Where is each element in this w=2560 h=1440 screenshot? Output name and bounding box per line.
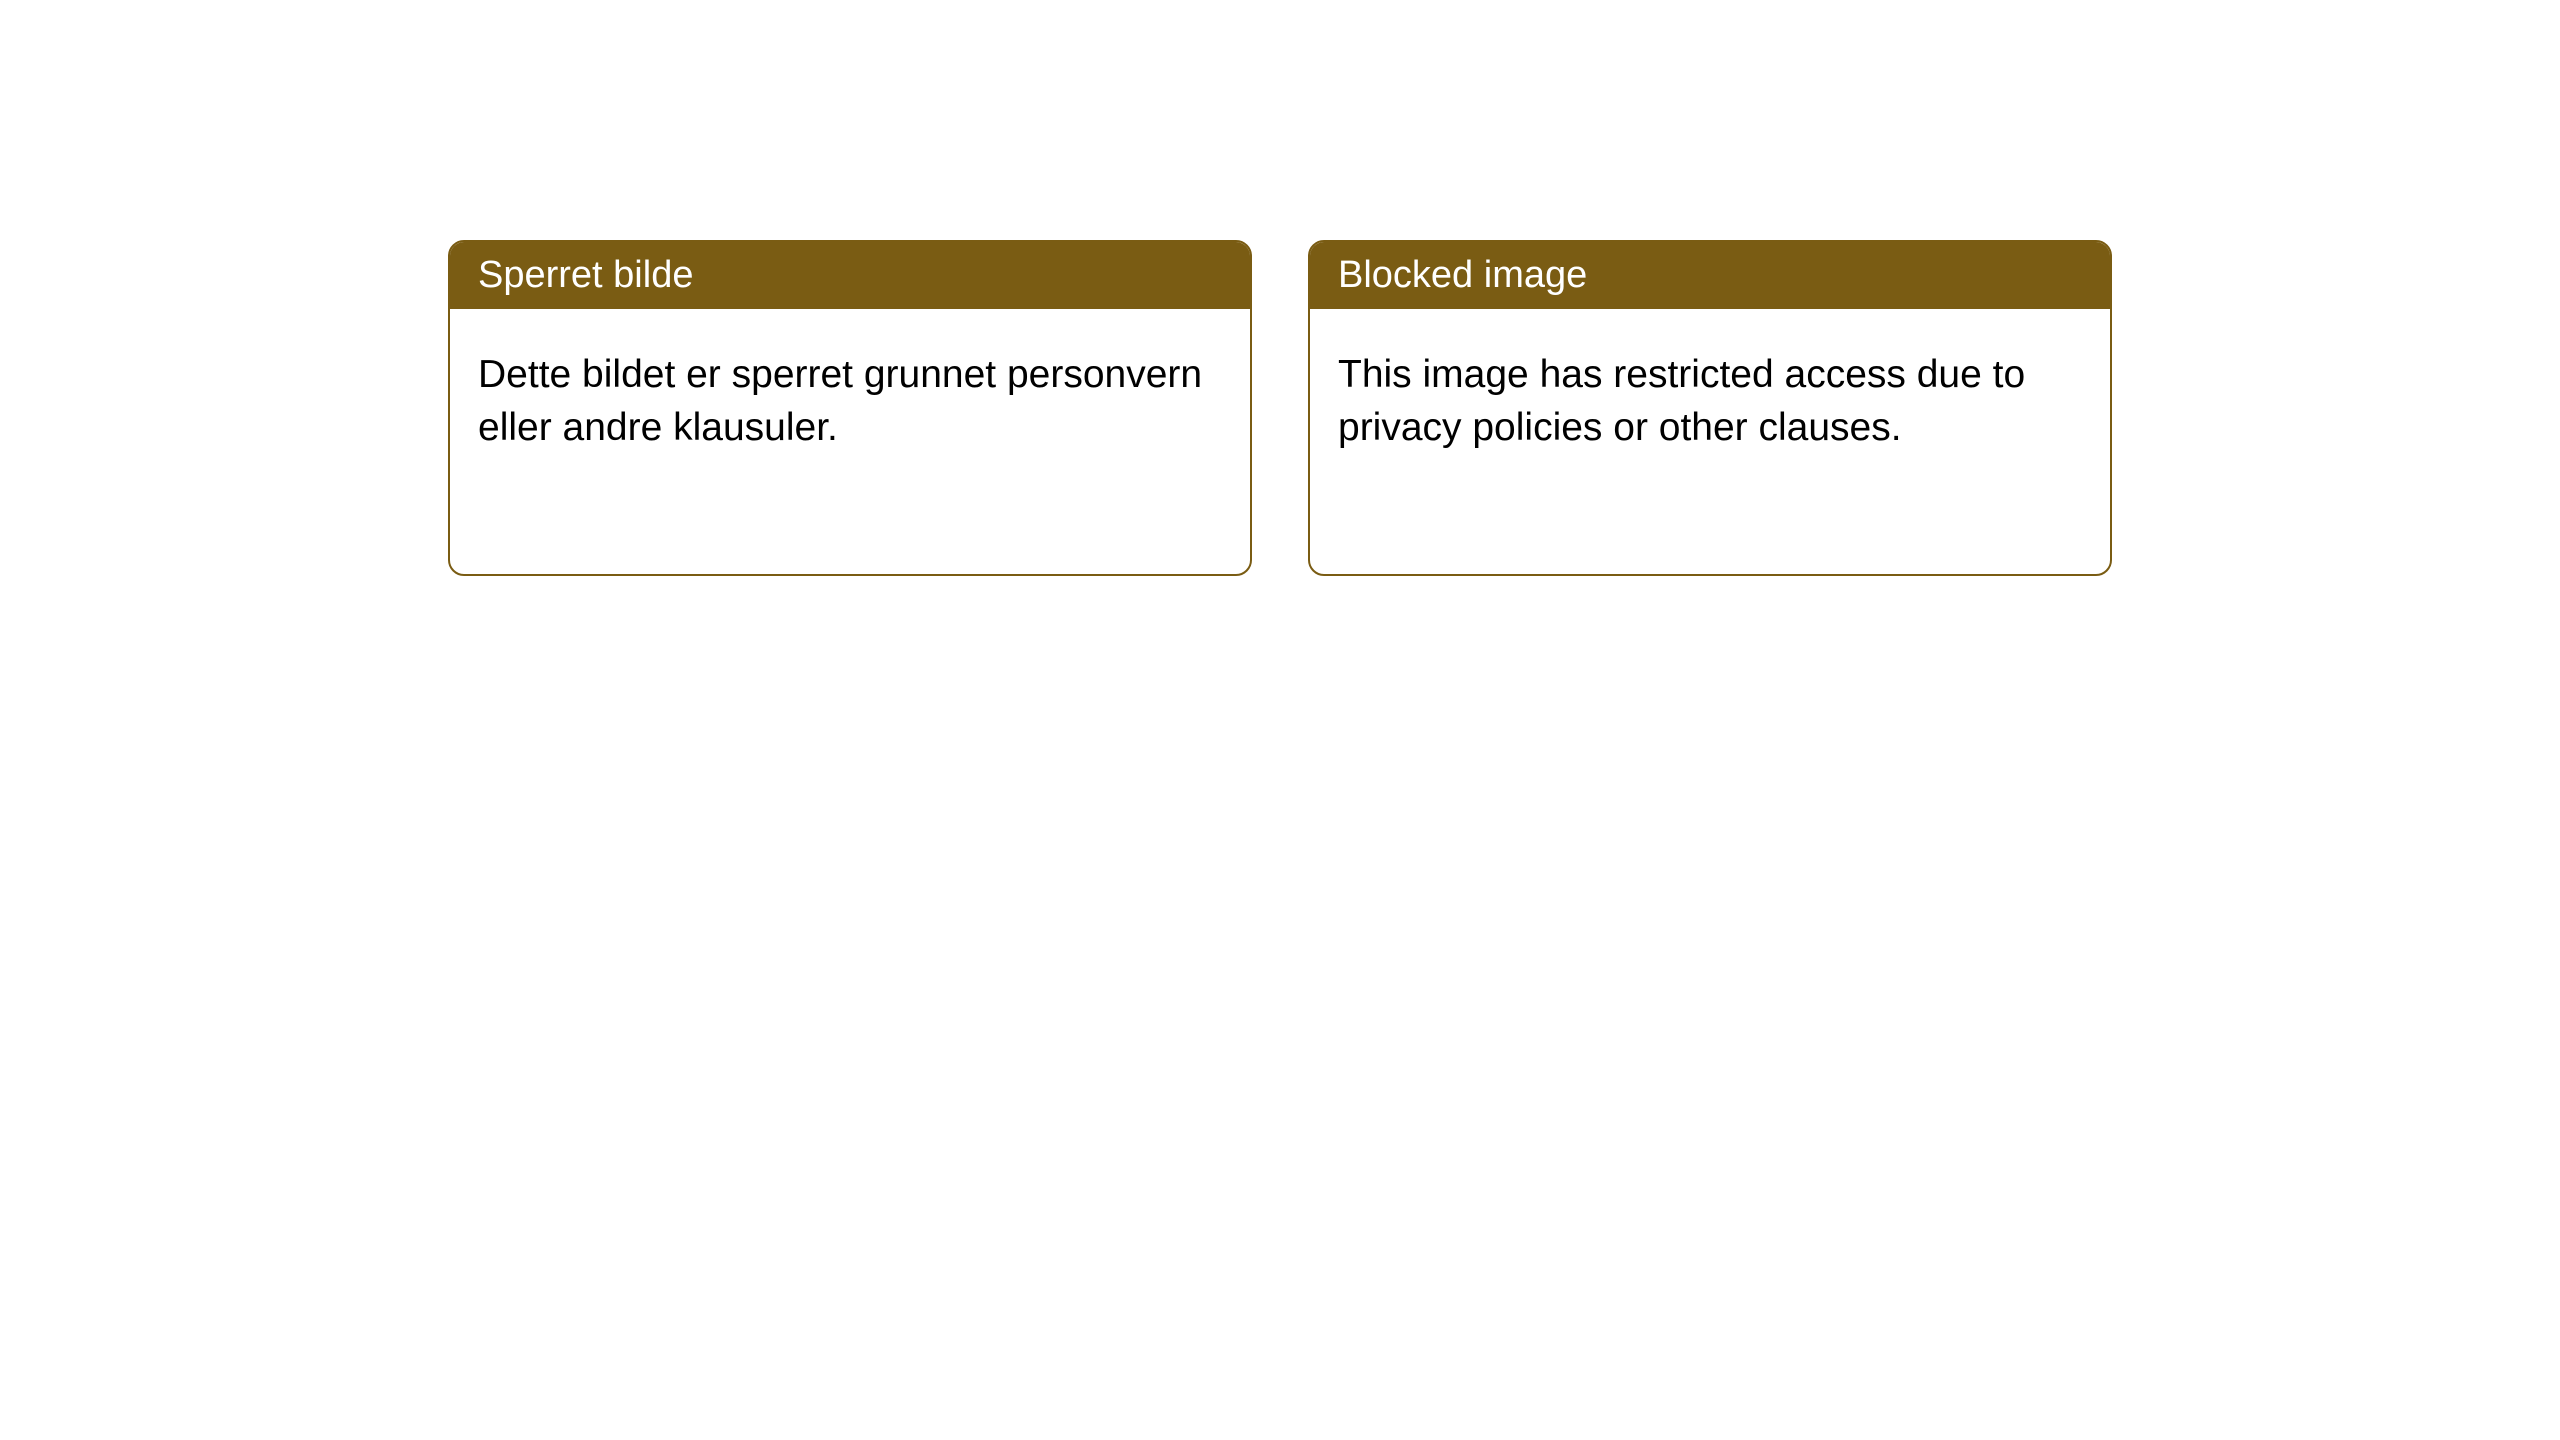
notice-card-english: Blocked image This image has restricted …	[1308, 240, 2112, 576]
notice-card-body: This image has restricted access due to …	[1310, 309, 2110, 494]
notice-card-header: Sperret bilde	[450, 242, 1250, 309]
notice-card-body: Dette bildet er sperret grunnet personve…	[450, 309, 1250, 494]
notice-card-header-text: Sperret bilde	[478, 254, 693, 296]
notice-card-header: Blocked image	[1310, 242, 2110, 309]
notice-card-header-text: Blocked image	[1338, 254, 1587, 296]
notice-card-norwegian: Sperret bilde Dette bildet er sperret gr…	[448, 240, 1252, 576]
notice-card-body-text: Dette bildet er sperret grunnet personve…	[478, 353, 1202, 449]
notice-cards-container: Sperret bilde Dette bildet er sperret gr…	[0, 0, 2560, 576]
notice-card-body-text: This image has restricted access due to …	[1338, 353, 2025, 449]
